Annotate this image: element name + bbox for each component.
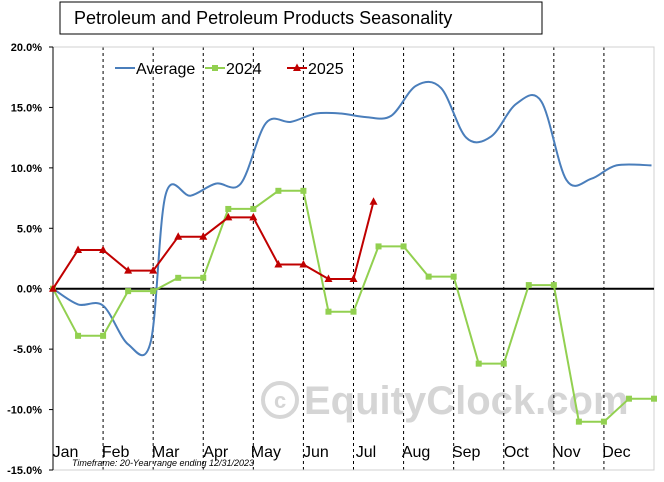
y-tick-label: 10.0% [11,163,42,175]
data-point-2024 [375,243,382,250]
data-point-2024 [625,395,632,402]
watermark: c EquityClock.com [261,379,629,423]
data-point-2024 [225,205,232,212]
data-point-2024 [400,243,407,250]
x-tick-label-month: Apr [203,444,229,461]
x-tick-label-month: Jan [53,444,79,461]
chart-title: Petroleum and Petroleum Products Seasona… [74,8,452,28]
series-layer [49,80,657,425]
data-point-2024 [350,308,357,315]
data-point-2024 [450,273,457,280]
data-point-2024 [525,282,532,289]
y-tick-label: 5.0% [17,223,42,235]
legend-marker-2024 [212,65,218,71]
x-tick-label-month: Oct [504,444,529,461]
x-tick-label-month: Mar [152,444,180,461]
data-point-2025 [74,245,83,254]
data-point-2024 [550,282,557,289]
data-point-2024 [250,205,257,212]
y-tick-label: -15.0% [7,465,42,477]
data-point-2024 [150,288,157,295]
data-point-2024 [600,418,607,425]
data-point-2025 [274,260,283,268]
data-point-2024 [300,187,307,194]
y-tick-label: -5.0% [13,344,42,356]
data-point-2024 [425,273,432,280]
watermark-text: EquityClock.com [304,379,629,423]
x-tick-label-month: May [251,444,281,461]
watermark-logo-letter: c [274,388,286,413]
data-point-2024 [75,332,82,339]
data-point-2024 [200,274,207,281]
footnote: Timeframe: 20-Year range ending 12/31/20… [72,458,254,468]
data-point-2025 [174,232,183,240]
data-point-2025 [324,274,333,283]
data-point-2025 [224,212,233,221]
legend-marker-2025 [293,63,301,71]
legend-label-2024: 2024 [226,61,262,78]
watermark-logo-icon [261,381,299,419]
y-tick-label: 0.0% [17,284,42,296]
legend-label-2025: 2025 [308,61,344,78]
legend: Average 2024 2025 [115,61,344,78]
x-tick-label-month: Jul [356,444,376,461]
series-line-average [52,80,652,357]
x-tick-label-month: Nov [552,444,580,461]
data-point-2024 [325,308,332,315]
x-tick-label-month: Dec [602,444,630,461]
data-point-2024 [125,288,132,295]
data-point-2025 [149,266,158,274]
legend-label-average: Average [136,61,195,78]
data-point-2025 [369,197,378,205]
x-tick-label-month: Jun [303,444,329,461]
x-tick-label-month: Sep [452,444,481,461]
data-point-2024 [475,360,482,367]
data-point-2025 [349,274,358,283]
data-point-2025 [99,245,108,254]
data-point-2024 [500,360,507,367]
y-tick-label: 20.0% [11,42,42,54]
data-point-2024 [100,332,107,339]
grid [102,47,605,470]
title-frame [59,1,543,35]
series-line-2025 [52,201,375,290]
data-point-2025 [249,212,258,221]
x-tick-label-month: Aug [402,444,430,461]
y-tick-label: 15.0% [11,102,42,114]
data-point-2024 [651,395,657,402]
data-point-2025 [124,266,133,274]
data-point-2024 [175,274,182,281]
data-point-2024 [275,187,282,194]
x-tick-label-month: Feb [102,444,130,461]
title-box: Petroleum and Petroleum Products Seasona… [59,1,543,35]
data-point-2024 [575,418,582,425]
data-point-2025 [299,260,308,268]
y-tick-label: -10.0% [7,405,42,417]
data-point-2025 [199,232,208,240]
data-point-2025 [49,284,57,292]
